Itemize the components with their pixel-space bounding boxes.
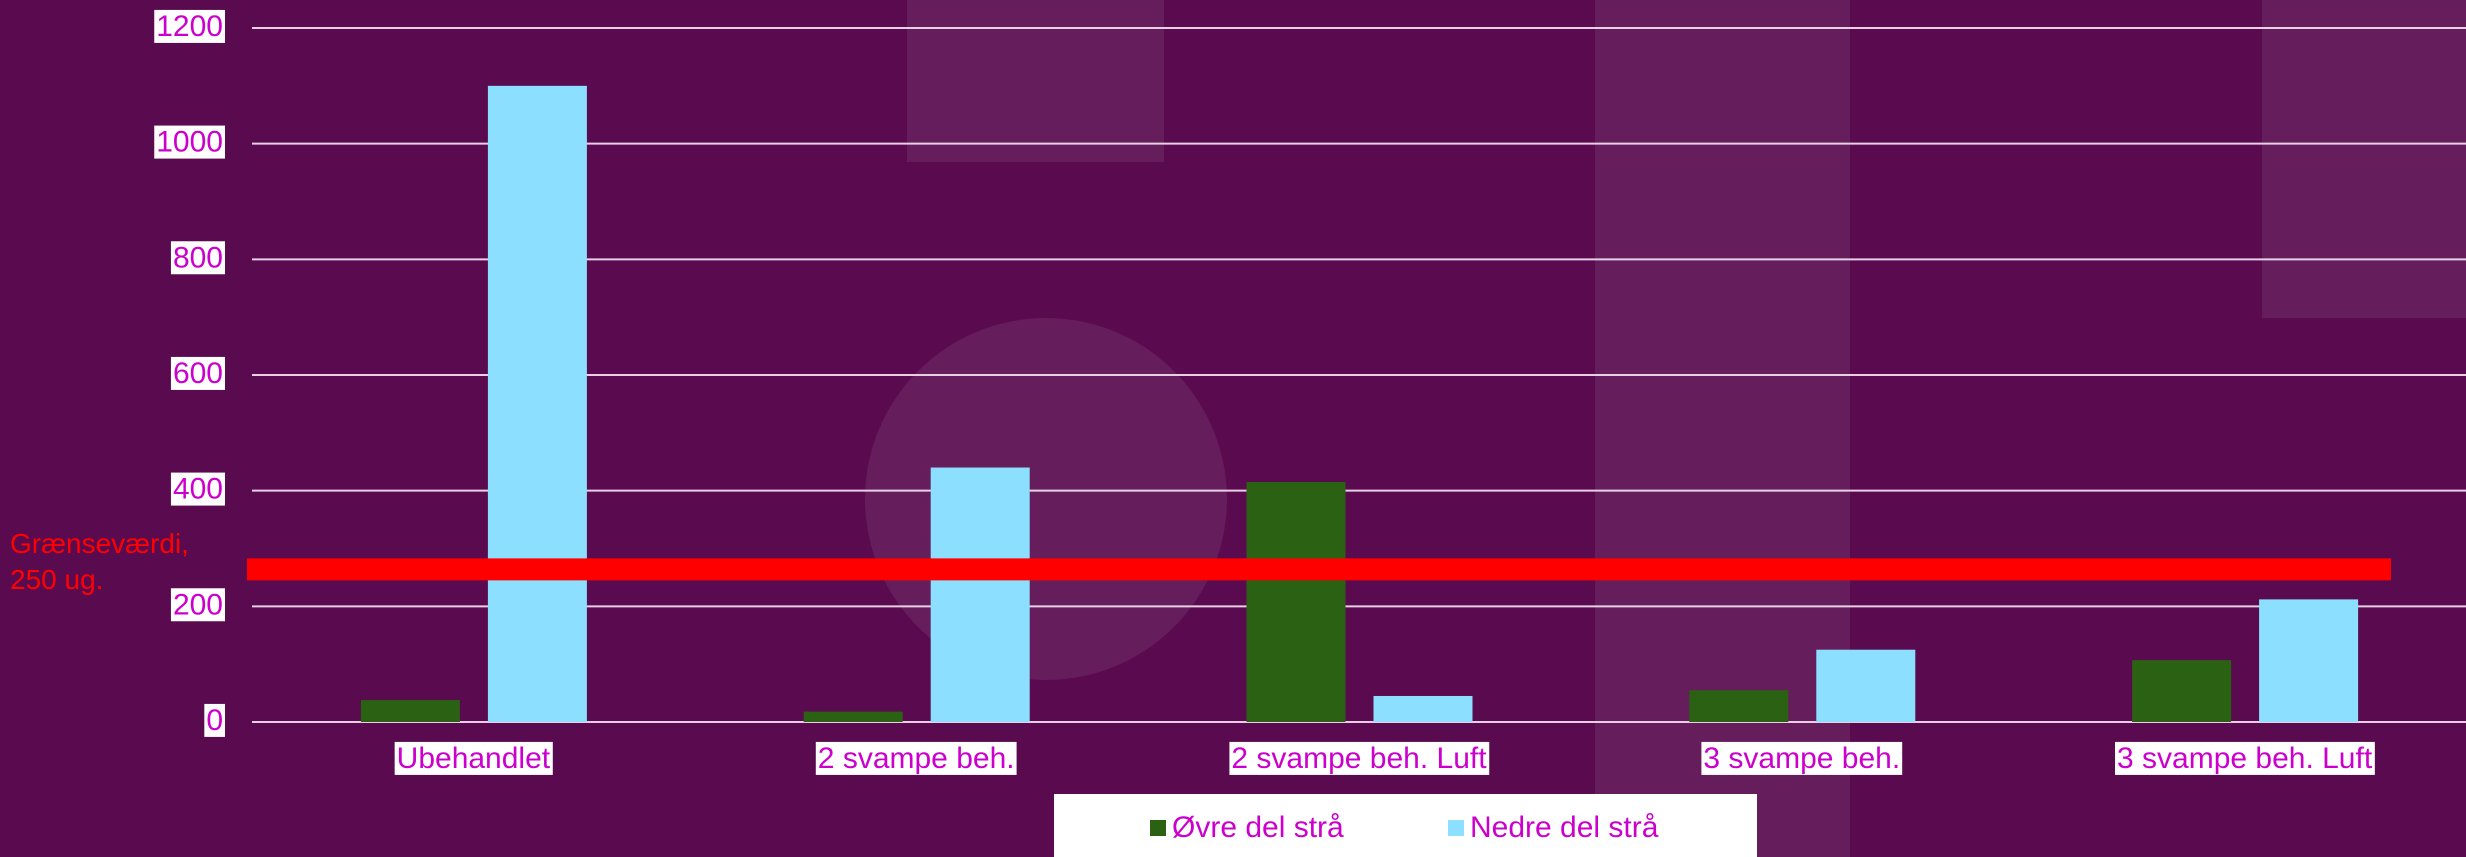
x-tick-label: 3 svampe beh. Luft [2117,742,2373,775]
decor-circle [865,318,1227,680]
decor-rect [907,0,1164,162]
decor-rect [2262,0,2466,318]
label-bg [154,125,225,159]
label-bg [2115,741,2375,775]
bar [2259,599,2359,722]
bar [1373,695,1473,722]
label-bg [1229,741,1490,775]
y-tick-label: 0 [206,704,223,737]
label-bg [204,703,225,737]
y-tick-label: 1000 [156,126,223,159]
decor [865,0,2466,857]
x-tick-label: 2 svampe beh. [818,742,1015,775]
bar [1816,649,1916,722]
x-tick-label: 2 svampe beh. Luft [1231,742,1487,775]
y-tick-label: 600 [173,357,223,390]
y-tick-label: 400 [173,473,223,506]
x-tick-label: Ubehandlet [397,742,551,775]
bar [360,700,460,722]
bar [1689,690,1789,722]
decor-rect [1595,0,1850,857]
annotation: Grænseværdi, 250 ug. [10,528,189,595]
x-tick-label: 3 svampe beh. [1703,742,1900,775]
label-bg [170,356,225,390]
label-bg [154,9,225,43]
y-tick-label: 1200 [156,10,223,43]
bar [803,711,903,722]
bar [487,85,587,723]
legend-label: Nedre del strå [1470,811,1659,844]
y-tick-label: 200 [173,588,223,621]
legend-swatch [1150,820,1166,836]
label-bg [1701,741,1903,775]
label-bg [394,741,553,775]
label-bg [170,472,225,506]
legend-swatch [1448,820,1464,836]
bar [2132,660,2232,722]
label-bg [170,588,225,622]
bar [930,467,1030,722]
label-bg [815,741,1017,775]
legend-label: Øvre del strå [1172,811,1344,844]
bar [1246,481,1346,722]
label-bg [170,241,225,275]
legend-box [1054,794,1757,857]
y-tick-label: 800 [173,241,223,274]
